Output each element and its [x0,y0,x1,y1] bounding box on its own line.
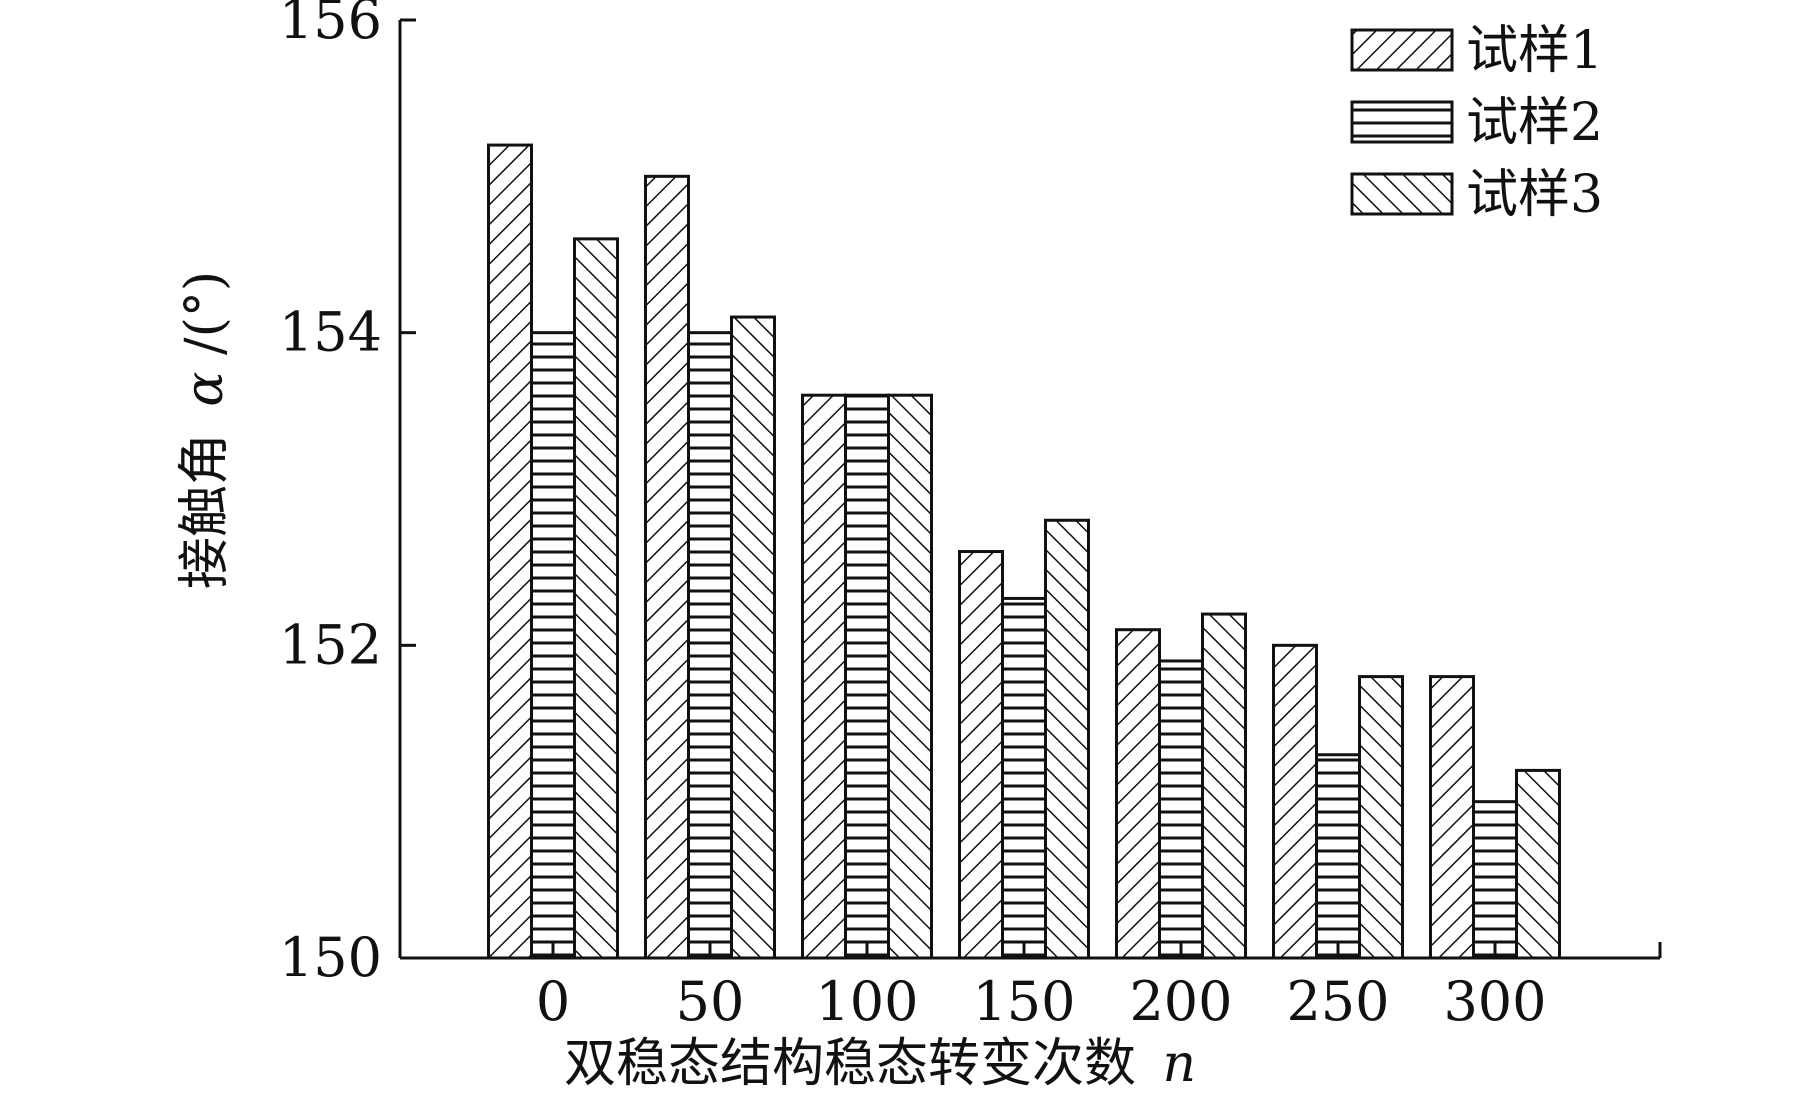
y-axis-title-text: 接触角 [175,433,235,589]
legend-swatch-series1 [1350,28,1454,72]
bar-series2-cat300 [1472,800,1518,960]
y-axis-title-var: α [175,371,235,406]
bar-series3-cat100 [887,393,933,960]
bar-series1-cat250 [1272,643,1318,960]
bar-series1-cat300 [1429,675,1475,960]
bar-series1-cat200 [1115,628,1161,960]
bar-series3-cat0 [573,237,619,960]
y-tick-label-154: 154 [279,301,382,364]
bar-series2-cat100 [844,393,890,960]
ticks-group: 150 152 154 156 0 50 100 150 200 250 300 [279,0,1547,1033]
legend-label-series3: 试样3 [1466,165,1603,225]
x-tick-label-250: 250 [1286,970,1389,1033]
y-axis-title-unit: /(°) [175,271,235,355]
bar-series1-cat50 [644,174,690,960]
bar-series2-cat0 [530,331,576,960]
legend-label-series1: 试样1 [1466,21,1603,81]
x-axis-title-text: 双稳态结构稳态转变次数 [564,1034,1136,1094]
y-tick-label-156: 156 [279,0,382,51]
y-tick-label-152: 152 [279,613,382,676]
y-axis-title: 接触角 α /(°) [175,271,235,589]
x-tick-label-200: 200 [1129,970,1232,1033]
x-tick-label-0: 0 [536,970,570,1033]
bar-series2-cat150 [1001,596,1047,960]
bars-group [487,143,1561,960]
axes-group [398,20,1662,960]
bar-series3-cat200 [1201,612,1247,960]
legend-swatch-series2 [1350,100,1454,144]
bar-series1-cat0 [487,143,533,960]
x-tick-label-100: 100 [815,970,918,1033]
bar-series1-cat100 [801,393,847,960]
legend-swatch-series3 [1350,172,1454,216]
y-tick-label-150: 150 [279,926,382,989]
bar-series1-cat150 [958,550,1004,960]
legend: 试样1 试样2 试样3 [1350,21,1603,225]
bar-series3-cat250 [1358,675,1404,960]
bar-series3-cat300 [1515,768,1561,960]
bar-series3-cat50 [730,315,776,960]
bar-series2-cat50 [687,331,733,960]
bar-series2-cat250 [1315,753,1361,960]
x-axis-title: 双稳态结构稳态转变次数 n [564,1034,1196,1094]
x-tick-label-150: 150 [972,970,1075,1033]
x-tick-label-50: 50 [676,970,745,1033]
x-axis-title-var: n [1163,1034,1197,1094]
bar-series3-cat150 [1044,518,1090,960]
x-tick-label-300: 300 [1443,970,1546,1033]
legend-label-series2: 试样2 [1466,93,1603,153]
bar-series2-cat200 [1158,659,1204,960]
